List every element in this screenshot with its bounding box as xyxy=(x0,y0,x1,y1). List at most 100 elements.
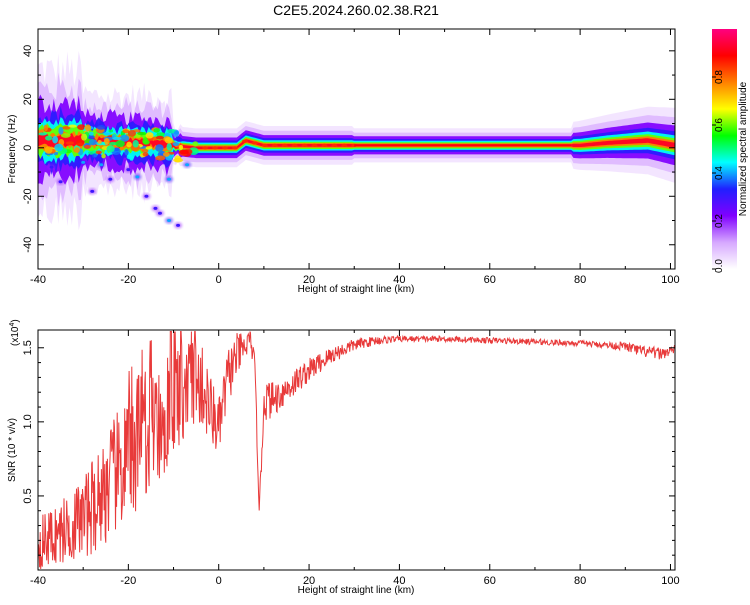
spectrogram-blob-core xyxy=(90,189,95,193)
colorbar-tick-label: 0.8 xyxy=(714,70,725,84)
snr-plot-area xyxy=(38,330,675,570)
spectrogram-x-axis-label: Height of straight line (km) xyxy=(298,284,415,295)
spectrogram-speckle xyxy=(127,129,137,137)
colorbar-tick-label: 0.6 xyxy=(714,118,725,132)
spectrogram-blob-core xyxy=(108,177,113,181)
spectrogram-speckle xyxy=(173,130,179,135)
spectrogram-speckle xyxy=(103,138,110,145)
snr-x-tick-label: 20 xyxy=(303,575,315,587)
spectrogram-blob-core xyxy=(58,180,63,184)
spectrogram-y-tick-label: 40 xyxy=(22,45,34,57)
spectrogram-speckle xyxy=(103,132,112,136)
spectrogram-blob-core xyxy=(81,160,86,164)
spectrogram-speckle xyxy=(145,132,154,139)
colorbar-gradient xyxy=(712,29,737,269)
spectrogram-ticks: -40 -20 0 20 40 60 80 100 -40 -20 0 20 40 xyxy=(22,29,680,286)
spectrogram-speckle xyxy=(75,139,85,147)
spectrogram-frame xyxy=(37,28,676,270)
snr-x-tick-label: -20 xyxy=(120,575,136,587)
spectrogram-blob-core xyxy=(144,194,149,198)
spectrogram-speckle xyxy=(142,137,149,145)
spectrogram-speckle xyxy=(179,149,189,155)
spectrogram-x-tick-label: 20 xyxy=(303,274,315,286)
spectrogram-speckle xyxy=(155,144,164,152)
spectrogram-speckle xyxy=(192,141,199,147)
spectrogram-speckle xyxy=(164,137,173,144)
spectrogram-speckle xyxy=(58,126,64,135)
spectrogram-speckle xyxy=(87,135,95,140)
snr-multiplier-base: (x10 xyxy=(10,326,21,346)
spectrogram-speckle xyxy=(126,141,132,148)
spectrogram-speckle xyxy=(81,133,88,141)
spectrogram-speckle xyxy=(124,149,129,156)
spectrogram-blob-core xyxy=(49,165,54,169)
spectrogram-x-tick-label: 100 xyxy=(661,274,679,286)
spectrogram-blob-core xyxy=(135,175,140,179)
spectrogram-ridge-peak xyxy=(231,146,238,150)
spectrogram-speckle xyxy=(43,124,49,132)
spectrogram-speckle xyxy=(65,141,74,145)
spectrogram-y-tick-label: 20 xyxy=(22,93,34,105)
spectrogram-blob-core xyxy=(167,177,172,181)
snr-x-tick-label: -40 xyxy=(30,575,46,587)
snr-y-axis-label: SNR (10 * v/v) xyxy=(7,418,18,482)
spectrogram-ridge-peak xyxy=(261,143,268,147)
spectrogram-ridge-peak xyxy=(341,143,348,147)
spectrogram-speckle xyxy=(84,124,91,132)
spectrogram-ridge-peak xyxy=(301,143,308,147)
snr-ticks: -40 -20 0 20 40 60 80 100 0.5 1.0 1.5 xyxy=(22,330,680,587)
snr-multiplier-close: ) xyxy=(10,319,21,322)
spectrogram-x-tick-label: -40 xyxy=(30,274,46,286)
spectrogram-speckle xyxy=(54,143,64,152)
snr-series-line xyxy=(38,331,675,570)
spectrogram-ridge-peak xyxy=(222,146,229,150)
spectrogram-y-tick-label: -40 xyxy=(22,237,34,253)
spectrogram-speckle xyxy=(68,124,77,128)
spectrogram-blob-core xyxy=(176,223,181,227)
snr-y-tick-label: 0.5 xyxy=(22,488,34,503)
snr-x-tick-label: 40 xyxy=(393,575,405,587)
snr-y-tick-label: 1.5 xyxy=(22,340,34,355)
spectrogram-speckle xyxy=(45,135,53,141)
snr-x-tick-label: 60 xyxy=(484,575,496,587)
spectrogram-speckle xyxy=(88,139,97,146)
spectrogram-y-tick-label: 0 xyxy=(22,145,34,151)
snr-frame xyxy=(37,329,676,571)
spectrogram-speckle xyxy=(145,146,153,150)
spectrogram-x-tick-label: 60 xyxy=(484,274,496,286)
spectrogram-ridge-peak xyxy=(212,146,219,150)
snr-multiplier-exponent: 4 xyxy=(9,323,16,327)
spectrogram-speckle xyxy=(153,128,161,133)
spectrogram-speckle xyxy=(113,147,120,151)
spectrogram-y-tick-label: -20 xyxy=(22,188,34,204)
spectrogram-speckle xyxy=(77,124,86,131)
spectrogram-speckle xyxy=(74,147,80,153)
spectrogram-speckle xyxy=(119,134,130,142)
colorbar-tick-label: 0.4 xyxy=(714,166,725,180)
colorbar-ticks: 0.0 0.2 0.4 0.6 0.8 xyxy=(712,70,725,273)
spectrogram-ridge-peak xyxy=(321,143,328,147)
colorbar-tick-label: 0.2 xyxy=(714,214,725,228)
snr-multiplier-label: (x104) xyxy=(9,319,21,346)
spectrogram-blob-core xyxy=(99,163,104,167)
snr-panel: -40 -20 0 20 40 60 80 100 0.5 1.0 1.5 Height of st… xyxy=(7,319,680,596)
spectrogram-speckle xyxy=(115,140,125,148)
spectrogram-blob-core xyxy=(153,206,158,210)
spectrogram-speckle xyxy=(96,125,106,130)
spectrogram-speckle xyxy=(137,131,147,136)
spectrogram-blob-core xyxy=(126,168,131,172)
spectrogram-speckle xyxy=(95,150,102,155)
spectrogram-blob-core xyxy=(157,211,162,215)
spectrogram-blob-core xyxy=(185,163,190,167)
snr-x-tick-label: 80 xyxy=(574,575,586,587)
spectrogram-ridge-peak xyxy=(271,143,278,147)
spectrogram-speckle xyxy=(172,142,180,147)
spectrogram-ridge-peak xyxy=(281,143,288,147)
spectrogram-speckle xyxy=(141,149,149,153)
spectrogram-ridge-peak xyxy=(311,143,318,147)
spectrogram-speckle xyxy=(84,145,91,149)
spectrogram-speckle xyxy=(122,129,130,134)
spectrogram-ridge-peak xyxy=(291,143,298,147)
spectrogram-speckle xyxy=(92,153,98,158)
